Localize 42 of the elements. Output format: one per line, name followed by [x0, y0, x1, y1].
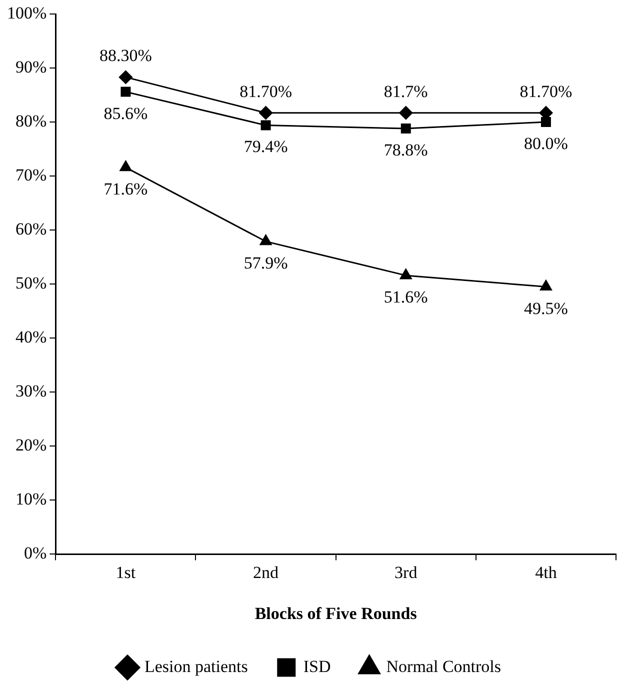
data-label: 81.70%: [520, 82, 572, 101]
point: [118, 70, 132, 84]
point: [400, 124, 411, 134]
y-tick-label: 0%: [24, 544, 47, 563]
point: [260, 120, 271, 130]
x-tick-label: 4th: [535, 562, 558, 582]
point: [400, 268, 412, 280]
y-tick-label: 10%: [15, 490, 47, 509]
data-label: 57.9%: [244, 253, 288, 272]
data-label: 81.70%: [240, 82, 292, 101]
data-label: 78.8%: [384, 140, 428, 160]
x-tick-label: 2nd: [253, 562, 280, 582]
data-label: 81.7%: [384, 82, 428, 101]
data-label: 80.0%: [524, 134, 568, 154]
data-label: 88.30%: [99, 46, 152, 66]
point: [120, 160, 132, 172]
point: [259, 106, 273, 120]
legend-label: ISD: [303, 656, 331, 676]
point: [399, 106, 413, 120]
point: [260, 234, 272, 246]
point: [540, 280, 552, 291]
y-tick-label: 100%: [6, 3, 47, 22]
y-tick-label: 30%: [15, 382, 47, 401]
y-tick-label: 70%: [15, 166, 47, 185]
data-label: 85.6%: [104, 104, 148, 123]
y-tick-label: 90%: [15, 57, 47, 76]
point: [540, 117, 551, 128]
data-label: 71.6%: [104, 179, 148, 198]
point: [120, 86, 131, 97]
data-label: 79.4%: [244, 137, 288, 156]
legend-label: Normal Controls: [386, 656, 502, 676]
y-tick-label: 40%: [15, 328, 47, 347]
y-tick-label: 60%: [15, 220, 47, 239]
y-tick-label: 80%: [15, 112, 47, 131]
y-tick-label: 20%: [15, 436, 47, 455]
x-axis-title: Blocks of Five Rounds: [254, 604, 418, 624]
data-label: 51.6%: [384, 287, 428, 306]
data-label: 49.5%: [524, 298, 568, 318]
y-tick-label: 50%: [15, 274, 47, 293]
x-tick-label: 1st: [116, 562, 136, 582]
legend-label: Lesion patients: [144, 656, 248, 676]
x-tick-label: 3rd: [394, 562, 418, 582]
